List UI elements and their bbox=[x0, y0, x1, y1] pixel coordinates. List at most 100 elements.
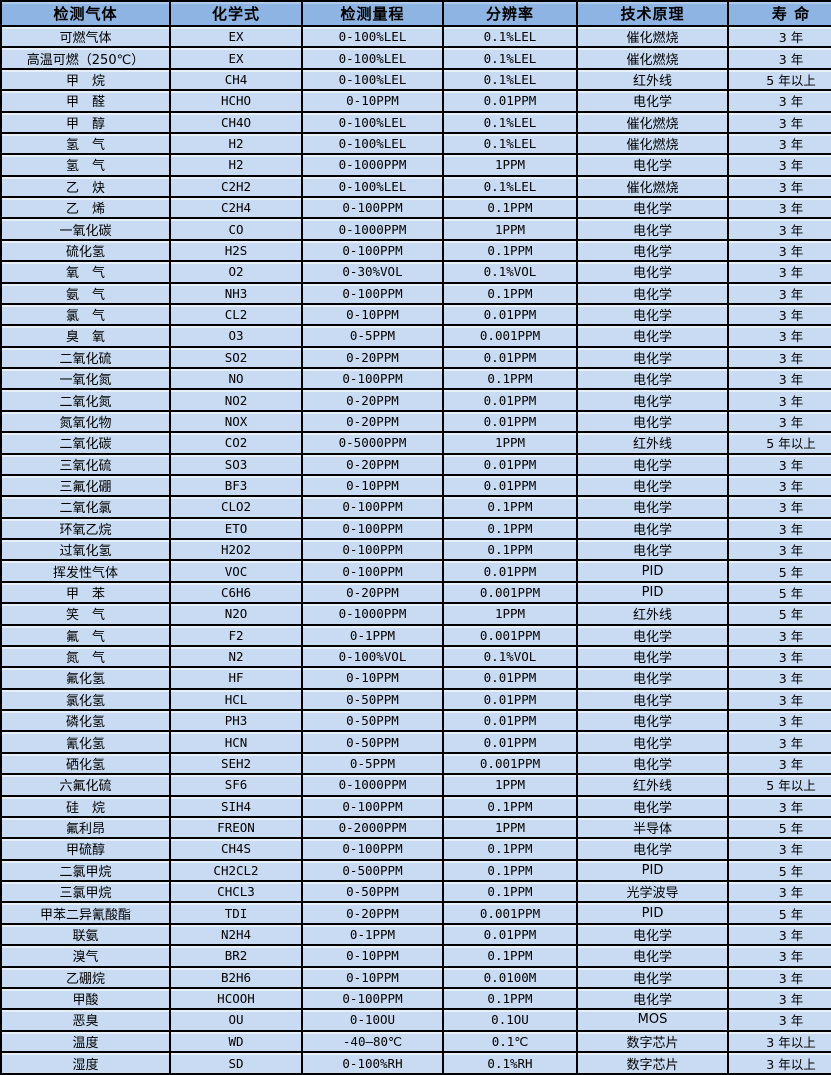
cell-gas: 臭 氧 bbox=[0, 324, 171, 348]
cell-formula: O2 bbox=[169, 260, 303, 284]
cell-life: 3 年 bbox=[727, 644, 831, 669]
cell-range: 0-100%LEL bbox=[301, 131, 444, 156]
cell-range: 0-5PPM bbox=[301, 751, 444, 776]
header-row: 检测气体 化学式 检测量程 分辨率 技术原理寿 命 bbox=[0, 0, 831, 27]
cell-resolution: 0.01PPM bbox=[442, 473, 578, 498]
cell-gas: 二氧化碳 bbox=[0, 431, 171, 455]
cell-principle: 电化学 bbox=[576, 324, 729, 348]
cell-range: 0-100PPM bbox=[301, 559, 444, 583]
cell-range: 0-20PPM bbox=[301, 901, 444, 925]
cell-gas: 硫化氢 bbox=[0, 238, 171, 263]
cell-resolution: 1PPM bbox=[442, 431, 578, 455]
cell-range: 0-1PPM bbox=[301, 623, 444, 647]
cell-resolution: 0.1%LEL bbox=[442, 110, 578, 134]
table-row: 氟化氢 HF 0-10PPM 0.01PPM 电化学 3 年 bbox=[0, 666, 831, 690]
cell-principle: 电化学 bbox=[576, 281, 729, 305]
table-row: 二氧化硫 SO2 0-20PPM 0.01PPM 电化学 3 年 bbox=[0, 345, 831, 370]
cell-life: 5 年 bbox=[727, 901, 831, 925]
cell-range: 0-1000PPM bbox=[301, 153, 444, 177]
cell-principle: 电化学 bbox=[576, 708, 729, 733]
cell-range: 0-10PPM bbox=[301, 965, 444, 989]
cell-gas: 氢 气 bbox=[0, 131, 171, 156]
cell-principle: 电化学 bbox=[576, 195, 729, 220]
table-row: 过氧化氢 H2O2 0-100PPM 0.1PPM 电化学 3 年 bbox=[0, 537, 831, 562]
table-row: 三氟化硼 BF3 0-10PPM 0.01PPM 电化学 3 年 bbox=[0, 473, 831, 498]
cell-gas: 挥发性气体 bbox=[0, 559, 171, 583]
cell-principle: 电化学 bbox=[576, 922, 729, 947]
cell-formula: NO2 bbox=[169, 388, 303, 412]
cell-range: 0-50PPM bbox=[301, 708, 444, 733]
cell-range: 0-10OU bbox=[301, 1008, 444, 1032]
cell-range: 0-2000PPM bbox=[301, 815, 444, 840]
cell-formula: NH3 bbox=[169, 281, 303, 305]
cell-formula: F2 bbox=[169, 623, 303, 647]
cell-life: 3 年 bbox=[727, 174, 831, 199]
table-row: 氮氧化物 NOX 0-20PPM 0.01PPM 电化学 3 年 bbox=[0, 409, 831, 434]
cell-formula: SIH4 bbox=[169, 794, 303, 818]
cell-principle: 电化学 bbox=[576, 302, 729, 327]
cell-principle: 电化学 bbox=[576, 644, 729, 669]
cell-life: 3 年 bbox=[727, 666, 831, 690]
cell-life: 5 年 bbox=[727, 559, 831, 583]
cell-range: 0-500PPM bbox=[301, 858, 444, 883]
table-row: 氯化氢 HCL 0-50PPM 0.01PPM 电化学 3 年 bbox=[0, 687, 831, 712]
cell-formula: NO bbox=[169, 366, 303, 391]
cell-gas: 二氧化硫 bbox=[0, 345, 171, 370]
cell-resolution: 0.1PPM bbox=[442, 858, 578, 883]
cell-resolution: 0.1PPM bbox=[442, 238, 578, 263]
cell-formula: TDI bbox=[169, 901, 303, 925]
table-row: 温度 WD -40—80℃ 0.1℃ 数字芯片 3 年以上 bbox=[0, 1029, 831, 1054]
table-row: 氮 气 N2 0-100%VOL 0.1%VOL 电化学 3 年 bbox=[0, 644, 831, 669]
cell-gas: 磷化氢 bbox=[0, 708, 171, 733]
cell-formula: ETO bbox=[169, 516, 303, 541]
column-header-resolution: 分辨率 bbox=[442, 0, 578, 27]
cell-principle: 电化学 bbox=[576, 986, 729, 1011]
cell-formula: CH4O bbox=[169, 110, 303, 134]
cell-gas: 氮 气 bbox=[0, 644, 171, 669]
cell-life: 3 年 bbox=[727, 730, 831, 754]
cell-life: 3 年 bbox=[727, 944, 831, 968]
cell-principle: 电化学 bbox=[576, 666, 729, 690]
cell-principle: 红外线 bbox=[576, 431, 729, 455]
column-header-life: 寿 命 bbox=[727, 0, 831, 27]
table-row: 磷化氢 PH3 0-50PPM 0.01PPM 电化学 3 年 bbox=[0, 708, 831, 733]
cell-principle: PID bbox=[576, 901, 729, 925]
cell-gas: 过氧化氢 bbox=[0, 537, 171, 562]
table-row: 溴气 BR2 0-10PPM 0.1PPM 电化学 3 年 bbox=[0, 944, 831, 968]
cell-principle: 催化燃烧 bbox=[576, 131, 729, 156]
cell-principle: 电化学 bbox=[576, 516, 729, 541]
cell-range: 0-100%LEL bbox=[301, 110, 444, 134]
table-row: 甲苯二异氰酸酯 TDI 0-20PPM 0.001PPM PID 5 年 bbox=[0, 901, 831, 925]
cell-life: 3 年 bbox=[727, 623, 831, 647]
cell-life: 3 年 bbox=[727, 986, 831, 1011]
cell-life: 3 年 bbox=[727, 922, 831, 947]
table-row: 氟利昂 FREON 0-2000PPM 1PPM 半导体 5 年 bbox=[0, 815, 831, 840]
cell-gas: 三氟化硼 bbox=[0, 473, 171, 498]
cell-range: 0-10PPM bbox=[301, 302, 444, 327]
table-row: 硒化氢 SEH2 0-5PPM 0.001PPM 电化学 3 年 bbox=[0, 751, 831, 776]
cell-range: 0-20PPM bbox=[301, 388, 444, 412]
cell-resolution: 1PPM bbox=[442, 773, 578, 797]
cell-resolution: 0.01PPM bbox=[442, 687, 578, 712]
cell-range: 0-100PPM bbox=[301, 837, 444, 861]
column-header-principle: 技术原理 bbox=[576, 0, 729, 27]
cell-gas: 笑 气 bbox=[0, 602, 171, 626]
column-header-gas: 检测气体 bbox=[0, 0, 171, 27]
cell-gas: 甲酸 bbox=[0, 986, 171, 1011]
cell-range: 0-30%VOL bbox=[301, 260, 444, 284]
cell-life: 3 年 bbox=[727, 409, 831, 434]
cell-principle: 半导体 bbox=[576, 815, 729, 840]
cell-resolution: 0.1PPM bbox=[442, 537, 578, 562]
cell-life: 3 年 bbox=[727, 495, 831, 519]
cell-formula: N2 bbox=[169, 644, 303, 669]
cell-formula: HCOOH bbox=[169, 986, 303, 1011]
cell-life: 3 年 bbox=[727, 89, 831, 113]
cell-formula: EX bbox=[169, 46, 303, 70]
cell-life: 3 年 bbox=[727, 516, 831, 541]
table-row: 甲硫醇 CH4S 0-100PPM 0.1PPM 电化学 3 年 bbox=[0, 837, 831, 861]
cell-resolution: 0.1PPM bbox=[442, 366, 578, 391]
cell-formula: CH4 bbox=[169, 67, 303, 92]
cell-resolution: 0.001PPM bbox=[442, 324, 578, 348]
table-row: 氨 气 NH3 0-100PPM 0.1PPM 电化学 3 年 bbox=[0, 281, 831, 305]
cell-range: 0-1PPM bbox=[301, 922, 444, 947]
